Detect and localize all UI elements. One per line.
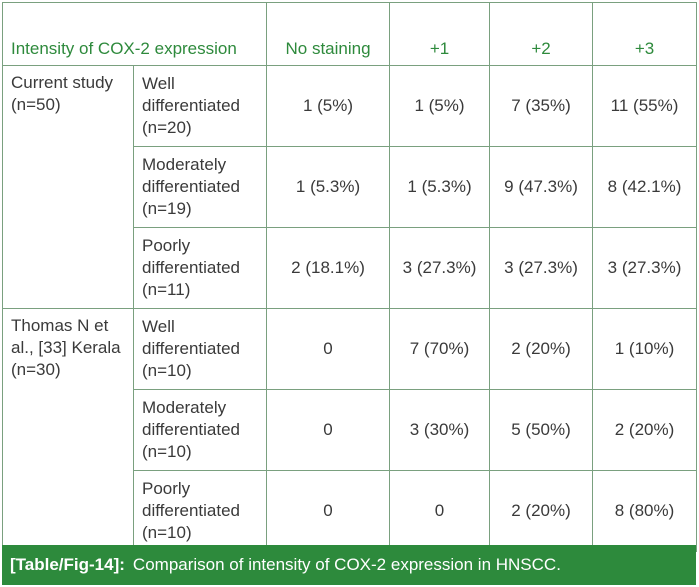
grade-cell: Poorly differentiated (n=11) bbox=[132, 227, 268, 309]
value-cell: 0 bbox=[266, 389, 391, 471]
value-cell: 3 (27.3%) bbox=[489, 227, 594, 309]
value-cell: 1 (10%) bbox=[592, 308, 698, 390]
value-cell: 5 (50%) bbox=[489, 389, 594, 471]
grade-cell: Moderately differentiated (n=10) bbox=[132, 389, 268, 471]
cox2-table: Intensity of COX-2 expression No stainin… bbox=[1, 2, 698, 552]
value-cell: 3 (27.3%) bbox=[592, 227, 698, 309]
grade-cell: Well differentiated (n=10) bbox=[132, 308, 268, 390]
table-row: Current study (n=50) Well differentiated… bbox=[2, 65, 698, 309]
header-plus-1: +1 bbox=[389, 2, 491, 66]
value-cell: 8 (42.1%) bbox=[592, 146, 698, 228]
value-cell: 2 (20%) bbox=[489, 470, 594, 552]
grade-cell: Well differentiated (n=20) bbox=[132, 65, 268, 147]
value-cell: 8 (80%) bbox=[592, 470, 698, 552]
table-caption: [Table/Fig-14]: Comparison of intensity … bbox=[2, 545, 696, 585]
value-cell: 0 bbox=[266, 308, 391, 390]
grade-cell: Moderately differentiated (n=19) bbox=[132, 146, 268, 228]
study-thomas: Thomas N et al., [33] Kerala (n=30) bbox=[2, 308, 134, 552]
caption-ref: [Table/Fig-14]: bbox=[10, 555, 125, 574]
grade-cell: Poorly differentiated (n=10) bbox=[132, 470, 268, 552]
header-no-staining: No staining bbox=[266, 2, 391, 66]
caption-text: Comparison of intensity of COX-2 express… bbox=[132, 555, 561, 574]
table-row: Poorly differentiated (n=10) 0 0 2 (20%)… bbox=[3, 470, 698, 552]
header-row: Intensity of COX-2 expression No stainin… bbox=[1, 2, 698, 66]
header-label: Intensity of COX-2 expression bbox=[1, 2, 268, 66]
value-cell: 7 (35%) bbox=[489, 65, 594, 147]
value-cell: 2 (18.1%) bbox=[266, 227, 391, 309]
value-cell: 0 bbox=[266, 470, 391, 552]
value-cell: 0 bbox=[389, 470, 491, 552]
study-current: Current study (n=50) bbox=[2, 65, 134, 309]
value-cell: 3 (27.3%) bbox=[389, 227, 491, 309]
value-cell: 2 (20%) bbox=[592, 389, 698, 471]
value-cell: 1 (5.3%) bbox=[389, 146, 491, 228]
table-row: Thomas N et al., [33] Kerala (n=30) Well… bbox=[2, 308, 698, 552]
table-row: Moderately differentiated (n=10) 0 3 (30… bbox=[3, 389, 698, 471]
value-cell: 7 (70%) bbox=[389, 308, 491, 390]
header-plus-2: +2 bbox=[489, 2, 594, 66]
value-cell: 3 (30%) bbox=[389, 389, 491, 471]
table-row: Moderately differentiated (n=19) 1 (5.3%… bbox=[3, 146, 698, 228]
value-cell: 2 (20%) bbox=[489, 308, 594, 390]
value-cell: 1 (5%) bbox=[389, 65, 491, 147]
value-cell: 1 (5%) bbox=[266, 65, 391, 147]
value-cell: 11 (55%) bbox=[592, 65, 698, 147]
header-plus-3: +3 bbox=[592, 2, 698, 66]
value-cell: 9 (47.3%) bbox=[489, 146, 594, 228]
value-cell: 1 (5.3%) bbox=[266, 146, 391, 228]
table-row: Poorly differentiated (n=11) 2 (18.1%) 3… bbox=[3, 227, 698, 309]
